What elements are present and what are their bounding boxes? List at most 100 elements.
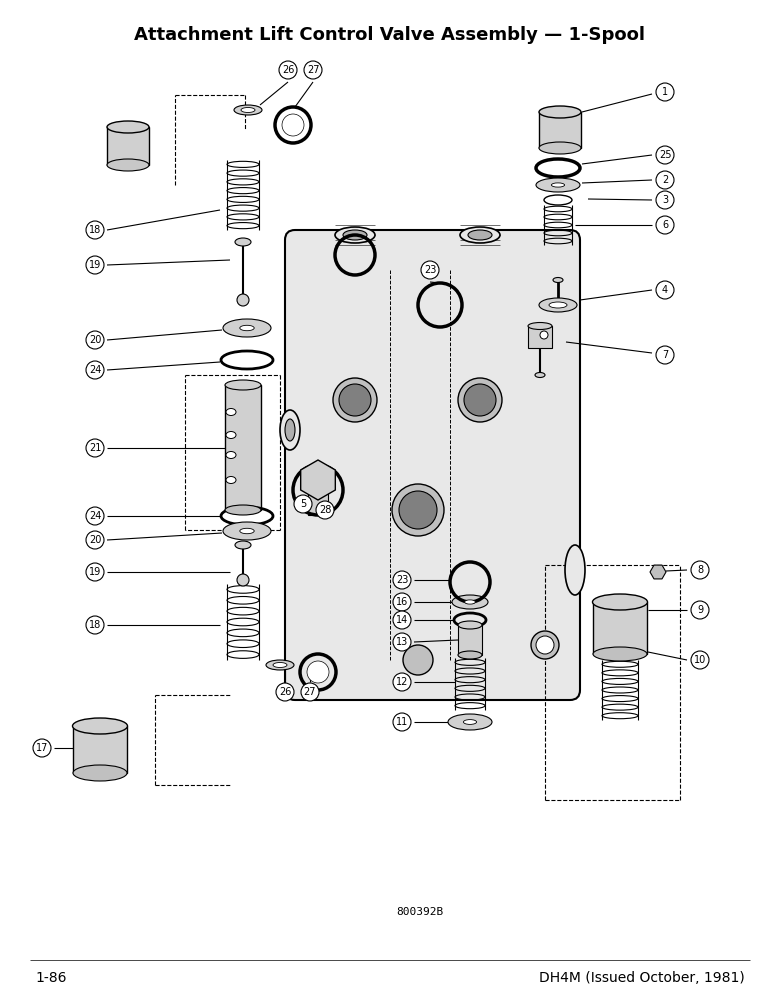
Text: 21: 21 [89, 443, 101, 453]
Text: 17: 17 [36, 743, 48, 753]
Circle shape [237, 574, 249, 586]
Circle shape [304, 61, 322, 79]
Text: 6: 6 [662, 220, 668, 230]
Ellipse shape [285, 419, 295, 441]
Text: Attachment Lift Control Valve Assembly — 1-Spool: Attachment Lift Control Valve Assembly —… [134, 26, 646, 44]
Ellipse shape [465, 600, 475, 604]
Text: 19: 19 [89, 567, 101, 577]
Text: 23: 23 [424, 265, 436, 275]
Text: 9: 9 [697, 605, 703, 615]
Text: 26: 26 [278, 687, 291, 697]
Circle shape [86, 361, 104, 379]
Bar [593, 602, 647, 654]
Bar [528, 326, 552, 348]
Text: 8: 8 [697, 565, 703, 575]
Ellipse shape [458, 621, 482, 629]
Circle shape [294, 495, 312, 513]
Ellipse shape [339, 384, 371, 416]
Ellipse shape [553, 277, 563, 282]
Ellipse shape [448, 714, 492, 730]
Text: 800392B: 800392B [396, 907, 444, 917]
Circle shape [86, 221, 104, 239]
Circle shape [86, 616, 104, 634]
Ellipse shape [239, 325, 254, 331]
Ellipse shape [536, 636, 554, 654]
Ellipse shape [399, 491, 437, 529]
Circle shape [316, 501, 334, 519]
Bar [73, 726, 127, 773]
Text: 11: 11 [396, 717, 408, 727]
Circle shape [282, 114, 304, 136]
Text: 27: 27 [307, 65, 319, 75]
Ellipse shape [468, 230, 492, 240]
Ellipse shape [565, 545, 585, 595]
Ellipse shape [226, 477, 236, 484]
Circle shape [86, 439, 104, 457]
Ellipse shape [593, 647, 647, 661]
Circle shape [393, 593, 411, 611]
Circle shape [656, 171, 674, 189]
Ellipse shape [107, 121, 149, 133]
Text: 2: 2 [662, 175, 668, 185]
Circle shape [393, 633, 411, 651]
Ellipse shape [452, 595, 488, 609]
Ellipse shape [73, 718, 127, 734]
Text: 20: 20 [89, 335, 101, 345]
Ellipse shape [544, 195, 572, 205]
Circle shape [307, 661, 329, 683]
Ellipse shape [225, 380, 261, 390]
FancyBboxPatch shape [285, 230, 580, 700]
Circle shape [86, 563, 104, 581]
Circle shape [656, 83, 674, 101]
Ellipse shape [273, 662, 287, 668]
Ellipse shape [392, 484, 444, 536]
Text: 25: 25 [659, 150, 672, 160]
Bar [539, 112, 581, 148]
Text: 18: 18 [89, 620, 101, 630]
Circle shape [237, 294, 249, 306]
Ellipse shape [266, 660, 294, 670]
Circle shape [691, 601, 709, 619]
Circle shape [393, 713, 411, 731]
Ellipse shape [464, 384, 496, 416]
Ellipse shape [280, 410, 300, 450]
Text: 27: 27 [303, 687, 316, 697]
Ellipse shape [239, 528, 254, 534]
Ellipse shape [535, 372, 545, 377]
Ellipse shape [460, 227, 500, 243]
Ellipse shape [549, 302, 567, 308]
Text: 23: 23 [395, 575, 408, 585]
Circle shape [656, 281, 674, 299]
Polygon shape [300, 460, 335, 500]
Text: 18: 18 [89, 225, 101, 235]
Text: 12: 12 [395, 677, 408, 687]
Ellipse shape [539, 106, 581, 118]
Ellipse shape [225, 505, 261, 515]
Ellipse shape [343, 230, 367, 240]
Bar [107, 127, 149, 165]
Ellipse shape [73, 765, 127, 781]
Text: 5: 5 [300, 499, 306, 509]
Ellipse shape [539, 142, 581, 154]
Circle shape [86, 531, 104, 549]
Ellipse shape [226, 432, 236, 438]
Text: 16: 16 [396, 597, 408, 607]
Ellipse shape [403, 645, 433, 675]
Text: 24: 24 [89, 511, 101, 521]
Circle shape [656, 191, 674, 209]
Circle shape [393, 673, 411, 691]
Text: 1: 1 [662, 87, 668, 97]
Polygon shape [650, 565, 666, 579]
Circle shape [393, 611, 411, 629]
Circle shape [393, 571, 411, 589]
Ellipse shape [226, 452, 236, 458]
Circle shape [691, 651, 709, 669]
Text: 28: 28 [319, 505, 332, 515]
Bar [225, 385, 261, 510]
Text: 24: 24 [89, 365, 101, 375]
Ellipse shape [536, 178, 580, 192]
Text: 4: 4 [662, 285, 668, 295]
Text: 1-86: 1-86 [35, 971, 66, 985]
Ellipse shape [458, 651, 482, 659]
Circle shape [33, 739, 51, 757]
